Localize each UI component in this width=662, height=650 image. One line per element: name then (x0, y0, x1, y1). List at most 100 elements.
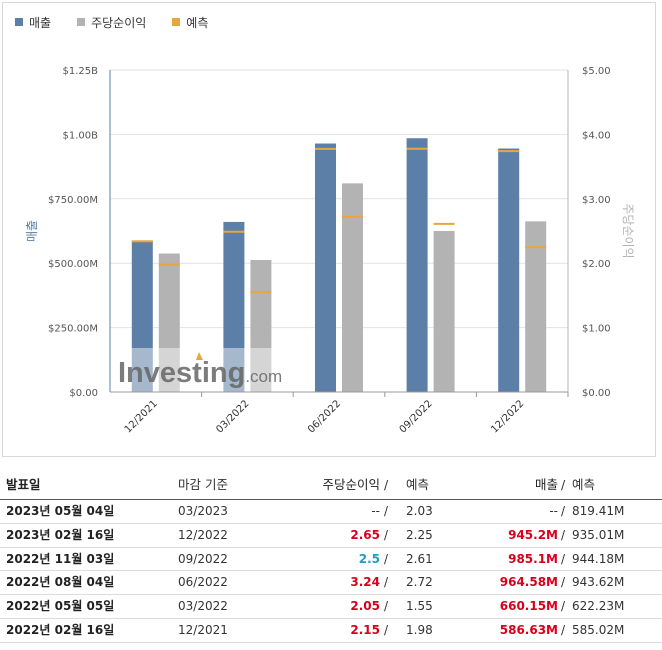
y-tick-label-left: $500.00M (48, 259, 98, 270)
row-eps-forecast: 2.03 (406, 504, 433, 518)
header-date[interactable]: 발표일 (6, 477, 41, 492)
legend-item-revenue[interactable]: 매출 (15, 14, 51, 31)
row-eps: 3.24 (350, 575, 380, 590)
watermark-backdrop (110, 348, 280, 392)
y-tick-label-right: $5.00 (582, 66, 611, 77)
y-tick-label-right: $3.00 (582, 195, 611, 206)
x-tick-label: 09/2022 (398, 398, 435, 435)
row-slash: / (561, 575, 566, 590)
eps-bar (342, 183, 363, 392)
chart-gridlines (110, 69, 568, 329)
row-eps-forecast: 1.98 (406, 622, 433, 637)
legend-label-forecast: 예측 (186, 15, 209, 30)
row-period: 09/2022 (178, 551, 228, 566)
watermark-flame-icon (196, 352, 203, 360)
eps-bar (158, 253, 180, 392)
y-tick-label-left: $750.00M (48, 195, 98, 206)
revenue-bar (223, 221, 245, 392)
chart-axes (109, 70, 569, 397)
x-tick-label: 12/2021 (123, 398, 160, 435)
row-date: 2023년 02월 16일 (6, 527, 115, 542)
x-tick-label: 06/2022 (306, 398, 343, 435)
row-eps-forecast: 1.55 (406, 599, 433, 614)
legend-swatch-revenue (15, 18, 23, 26)
chart-legend: 매출 주당순이익 예측 (15, 13, 234, 31)
header-revenue[interactable]: 매출 (534, 477, 558, 492)
row-date: 2022년 08월 04일 (6, 575, 115, 590)
eps-bar (433, 231, 455, 392)
row-revenue-forecast: 944.18M (572, 551, 625, 566)
table-row: 2023년 02월 16일 12/2022 2.65/2.25 945.2M/935.… (0, 524, 662, 548)
row-date: 2023년 05월 04일 (6, 504, 115, 518)
y-axis-title-left: 매출 (25, 220, 39, 242)
row-revenue-forecast: 935.01M (572, 527, 625, 542)
row-revenue: -- (549, 504, 558, 518)
revenue-bar (131, 240, 153, 392)
row-eps: 2.65 (350, 527, 380, 542)
row-date: 2022년 02월 16일 (6, 622, 115, 637)
row-revenue: 985.1M (508, 551, 558, 566)
row-revenue-forecast: 585.02M (572, 622, 625, 637)
y-tick-label-right: $1.00 (582, 324, 611, 335)
revenue-bar (406, 138, 428, 392)
row-slash: / (561, 622, 566, 637)
row-revenue: 945.2M (508, 527, 558, 542)
row-slash: / (384, 551, 389, 566)
row-period: 12/2022 (178, 527, 228, 542)
row-eps: 2.5 (358, 551, 380, 566)
row-eps-forecast: 2.61 (406, 551, 433, 566)
y-tick-label-left: $1.00B (63, 130, 99, 141)
row-slash: / (384, 527, 389, 542)
table-row: 2022년 02월 16일 12/2021 2.15/1.98 586.63M/585… (0, 619, 662, 643)
revenue-bar (498, 148, 520, 392)
header-slash: / (384, 477, 389, 492)
row-revenue: 660.15M (499, 599, 558, 614)
y-tick-label-left: $1.25B (63, 66, 99, 77)
header-eps-forecast[interactable]: 예측 (406, 477, 430, 492)
earnings-table: 발표일 마감 기준 주당순이익 / 예측 매출 / 예측 2023년 05월 0… (0, 470, 662, 643)
y-axis-title-right: 주당순이익 (621, 203, 635, 258)
eps-bar (525, 221, 547, 392)
x-tick-label: 12/2022 (489, 398, 526, 435)
table-body: 2023년 05월 04일 03/2023 --/2.03 --/819.41M 202… (0, 500, 662, 643)
row-revenue-forecast: 819.41M (572, 504, 625, 518)
header-revenue-forecast[interactable]: 예측 (572, 477, 596, 492)
table-row: 2022년 11월 03일 09/2022 2.5/2.61 985.1M/944.1… (0, 548, 662, 572)
header-eps[interactable]: 주당순이익 (322, 477, 380, 492)
investing-watermark-logo: Investing.com (110, 348, 282, 392)
row-slash: / (561, 527, 566, 542)
earnings-chart: Investing.com $0.00 $0.00 $250.00M $1.00 $50… (25, 66, 635, 435)
row-slash: / (561, 599, 566, 614)
row-slash: / (384, 599, 389, 614)
row-slash: / (384, 575, 389, 590)
row-revenue: 586.63M (499, 622, 558, 637)
legend-item-eps[interactable]: 주당순이익 (77, 14, 146, 31)
row-revenue-forecast: 943.62M (572, 575, 625, 590)
legend-label-revenue: 매출 (29, 15, 52, 30)
row-revenue-forecast: 622.23M (572, 599, 625, 614)
row-slash: / (561, 504, 566, 518)
header-slash: / (561, 477, 566, 492)
table-row: 2022년 08월 04일 06/2022 3.24/2.72 964.58M/943… (0, 571, 662, 596)
row-period: 06/2022 (178, 575, 228, 590)
row-date: 2022년 05월 05일 (6, 599, 115, 614)
row-revenue: 964.58M (499, 575, 558, 590)
y-tick-label-right: $2.00 (582, 259, 611, 270)
x-tick-label: 03/2022 (214, 398, 251, 435)
revenue-bar (315, 143, 336, 392)
row-eps: 2.05 (350, 599, 380, 614)
row-date: 2022년 11월 03일 (6, 551, 115, 566)
table-row: 2022년 05월 05일 03/2022 2.05/1.55 660.15M/622… (0, 595, 662, 619)
header-period[interactable]: 마감 기준 (178, 477, 228, 492)
row-slash: / (384, 504, 389, 518)
row-period: 03/2022 (178, 599, 228, 614)
y-tick-label-left: $250.00M (48, 324, 98, 335)
row-slash: / (384, 622, 389, 637)
table-row: 2023년 05월 04일 03/2023 --/2.03 --/819.41M (0, 500, 662, 524)
row-slash: / (561, 551, 566, 566)
legend-label-eps: 주당순이익 (91, 15, 147, 30)
watermark-text: Investing.com (118, 357, 282, 389)
legend-item-forecast[interactable]: 예측 (172, 14, 208, 31)
legend-swatch-eps (77, 18, 86, 26)
legend-swatch-forecast (172, 18, 181, 26)
